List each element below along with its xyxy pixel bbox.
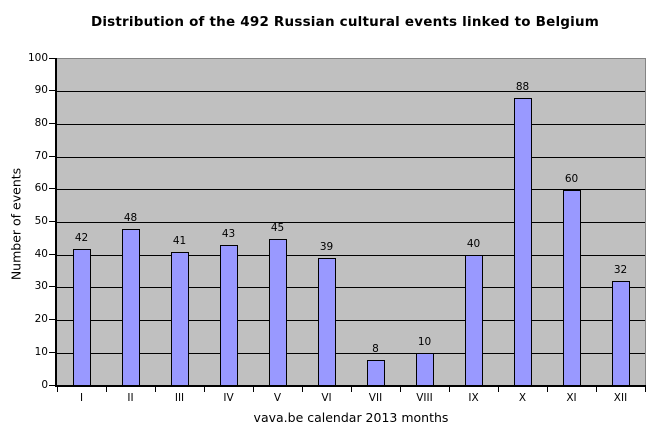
x-axis-tick-label: VII	[368, 392, 383, 404]
bar-value-label: 39	[319, 241, 334, 253]
gridline	[57, 287, 645, 289]
x-axis-tick-label: VIII	[416, 392, 433, 404]
x-axis-tick	[546, 387, 548, 392]
bar	[366, 360, 385, 386]
bar-value-label: 48	[123, 212, 138, 224]
y-axis-tick	[49, 90, 55, 92]
y-axis-tick-label: 0	[41, 378, 48, 391]
gridline	[57, 91, 645, 93]
y-axis-tick	[49, 188, 55, 190]
x-axis-tick	[203, 387, 205, 392]
bar	[415, 353, 434, 386]
x-axis-tick	[497, 387, 499, 392]
bar	[317, 258, 336, 386]
y-axis-tick	[49, 384, 55, 386]
x-axis-tick-label: X	[518, 392, 527, 404]
y-axis-tick-label: 30	[34, 280, 48, 293]
bar-value-label: 43	[221, 228, 236, 240]
bar	[513, 98, 532, 386]
x-axis-tick	[252, 387, 254, 392]
y-axis-tick	[49, 319, 55, 321]
y-axis-tick-label: 90	[34, 84, 48, 97]
bar	[219, 245, 238, 386]
bar-value-label: 45	[270, 222, 285, 234]
y-axis-line	[55, 58, 57, 387]
x-axis-line	[55, 385, 646, 387]
x-axis-tick-label: I	[79, 392, 84, 404]
y-axis-tick-label: 20	[34, 313, 48, 326]
bar-value-label: 60	[564, 173, 579, 185]
x-axis-tick-label: XI	[566, 392, 577, 404]
x-axis-tick	[56, 387, 58, 392]
bar	[562, 190, 581, 386]
x-axis-tick-label: IV	[223, 392, 234, 404]
x-axis-tick	[399, 387, 401, 392]
x-axis-tick	[301, 387, 303, 392]
bar	[268, 239, 287, 386]
gridline	[57, 123, 645, 125]
x-axis-tick-label: XII	[613, 392, 628, 404]
bar-value-label: 40	[466, 238, 481, 250]
y-axis-tick	[49, 57, 55, 59]
bar-value-label: 41	[172, 235, 187, 247]
y-axis-tick-label: 10	[34, 345, 48, 358]
x-axis-tick-label: II	[127, 392, 134, 404]
gridline	[57, 222, 645, 223]
bar-value-label: 8	[372, 343, 379, 355]
x-axis-tick	[448, 387, 450, 392]
x-axis-tick	[595, 387, 597, 392]
x-axis-tick-label: III	[174, 392, 185, 404]
bar-value-label: 88	[515, 81, 530, 93]
gridline	[57, 156, 645, 158]
y-axis-tick-label: 60	[34, 182, 48, 195]
gridline	[57, 189, 645, 191]
gridline	[57, 352, 645, 354]
bar	[170, 252, 189, 386]
bar-value-label: 42	[74, 232, 89, 244]
x-axis-tick-label: IX	[468, 392, 479, 404]
x-axis-tick	[154, 387, 156, 392]
bar	[611, 281, 630, 386]
bar	[121, 229, 140, 386]
gridline	[57, 254, 645, 256]
plot-area	[57, 58, 646, 386]
y-axis-tick-label: 50	[34, 215, 48, 227]
bar-value-label: 10	[417, 336, 432, 348]
y-axis-tick	[49, 286, 55, 288]
gridline	[57, 320, 645, 322]
bar-value-label: 32	[613, 264, 628, 276]
x-axis-tick	[644, 387, 646, 392]
x-axis-tick	[350, 387, 352, 392]
y-axis-tick-label: 80	[34, 116, 48, 129]
y-axis-tick	[49, 122, 55, 124]
y-axis-tick-label: 100	[27, 51, 48, 64]
x-axis-tick-label: VI	[321, 392, 332, 404]
y-axis-tick-label: 70	[34, 149, 48, 162]
y-axis-tick	[49, 253, 55, 255]
y-axis-tick-label: 40	[34, 247, 48, 260]
y-axis-tick	[49, 155, 55, 157]
y-axis-tick	[49, 351, 55, 353]
x-axis-title: vava.be calendar 2013 months	[253, 410, 449, 425]
x-axis-tick-label: V	[273, 392, 282, 404]
y-axis-tick	[49, 221, 55, 222]
chart-title: Distribution of the 492 Russian cultural…	[90, 14, 600, 30]
bar	[464, 255, 483, 386]
bar	[72, 249, 91, 386]
x-axis-tick	[105, 387, 107, 392]
